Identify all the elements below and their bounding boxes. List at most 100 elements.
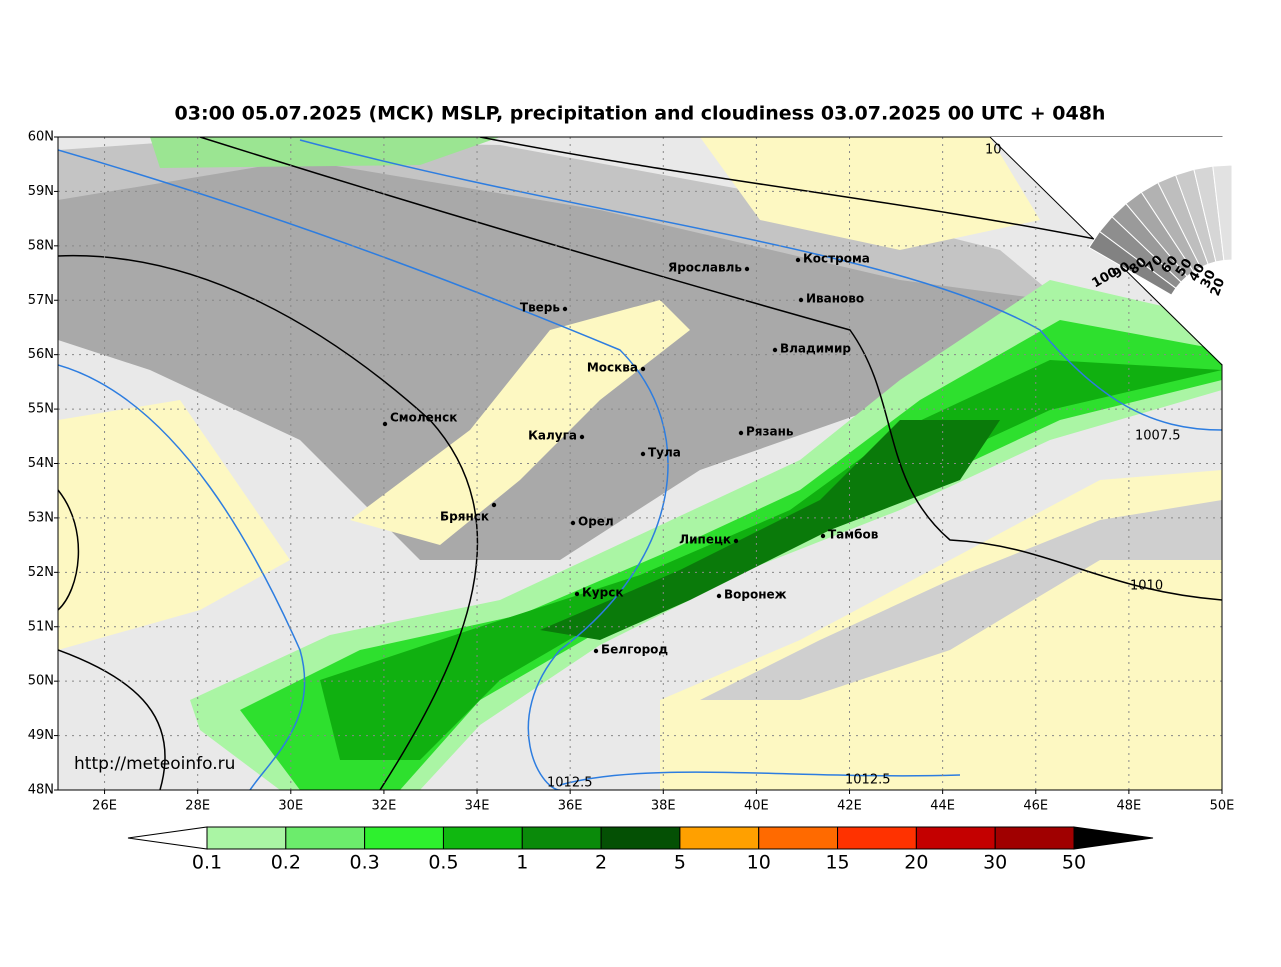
colorbar-label: 10 xyxy=(747,852,771,874)
city-label: Смоленск xyxy=(390,411,457,425)
colorbar-label: 0.1 xyxy=(192,852,222,874)
annotations: 60N 59N 58N 57N 56N 55N 54N 53N 52N 51N 50N 49N 48N 2… xyxy=(28,130,1235,874)
lon-label: 34E xyxy=(465,799,490,814)
cloud-label: 30 xyxy=(1198,268,1219,291)
city-label: Белгород xyxy=(601,643,668,657)
colorbar-label: 0.2 xyxy=(271,852,301,874)
colorbar-box xyxy=(758,826,839,850)
lat-label: 49N xyxy=(28,728,54,743)
colorbar-box xyxy=(679,826,760,850)
colorbar-label: 5 xyxy=(674,852,686,874)
city-dot xyxy=(716,593,722,599)
lat-label: 52N xyxy=(28,565,54,580)
city-label: Тамбов xyxy=(828,528,879,542)
lon-label: 32E xyxy=(372,799,397,814)
isobar-label: 1012.5 xyxy=(547,776,593,791)
city-dot xyxy=(795,257,801,263)
lat-label: 55N xyxy=(28,402,54,417)
city-label: Воронеж xyxy=(724,588,787,602)
colorbar-label: 1 xyxy=(516,852,528,874)
city-label: Москва xyxy=(587,361,638,375)
grid xyxy=(58,137,1222,790)
lat-label: 58N xyxy=(28,238,54,253)
isobar-label: 1010 xyxy=(1130,579,1163,594)
colorbar-box xyxy=(364,826,444,850)
title: 03:00 05.07.2025 (МСК) MSLP, precipitati… xyxy=(175,103,1106,125)
colorbar-high xyxy=(1073,826,1154,850)
colorbar-box xyxy=(915,826,996,850)
lon-label: 28E xyxy=(185,799,210,814)
colorbar-label: 0.3 xyxy=(350,852,380,874)
colorbar-box xyxy=(521,826,602,850)
city-dot xyxy=(579,434,585,440)
city-dot xyxy=(640,366,646,372)
city-dot xyxy=(820,533,826,539)
lon-label: 48E xyxy=(1116,799,1141,814)
lat-label: 53N xyxy=(28,510,54,525)
city-dot xyxy=(574,591,580,597)
colorbar-label: 15 xyxy=(825,852,849,874)
lat-label: 56N xyxy=(28,347,54,362)
city-label: Тула xyxy=(648,446,681,460)
isobar-label: 1007.5 xyxy=(1135,429,1181,444)
lat-label: 60N xyxy=(28,130,54,145)
city-label: Калуга xyxy=(528,429,577,443)
city-label: Рязань xyxy=(746,425,794,439)
colorbar-label: 30 xyxy=(983,852,1007,874)
lon-label: 38E xyxy=(651,799,676,814)
colorbar-label: 50 xyxy=(1062,852,1086,874)
lat-label: 50N xyxy=(28,674,54,689)
city-label: Курск xyxy=(582,586,623,600)
url: http://meteoinfo.ru xyxy=(74,754,235,774)
city-label: Кострома xyxy=(803,252,870,266)
city-dot xyxy=(491,502,497,508)
lat-label: 48N xyxy=(28,783,54,798)
lon-label: 40E xyxy=(744,799,769,814)
city-dot xyxy=(562,306,568,312)
city-dot xyxy=(738,430,744,436)
lon-label: 46E xyxy=(1023,799,1048,814)
lon-label: 26E xyxy=(92,799,117,814)
lat-label: 54N xyxy=(28,456,54,471)
lat-label: 51N xyxy=(28,619,54,634)
city-label: Владимир xyxy=(780,342,851,356)
city-dot xyxy=(382,421,388,427)
colorbar-box xyxy=(837,826,917,850)
city-label: Тверь xyxy=(520,301,561,315)
city-dot xyxy=(570,520,576,526)
colorbar-label: 0.5 xyxy=(428,852,458,874)
cloud-sector xyxy=(1212,164,1233,262)
city-label: Брянск xyxy=(440,510,489,524)
city-dot xyxy=(744,266,750,272)
lat-label: 59N xyxy=(28,184,54,199)
city-label: Ярославль xyxy=(668,261,742,275)
map-field xyxy=(58,137,1222,790)
city-dot xyxy=(593,648,599,654)
city-label: Иваново xyxy=(806,292,864,306)
colorbar-box xyxy=(285,826,366,850)
lon-label: 44E xyxy=(930,799,955,814)
colorbar-box xyxy=(206,826,287,850)
colorbar-box xyxy=(442,826,523,850)
colorbar-box xyxy=(600,826,681,850)
lat-label: 57N xyxy=(28,293,54,308)
city-dot xyxy=(798,297,804,303)
city-dot xyxy=(733,538,739,544)
city-dot xyxy=(640,451,646,457)
colorbar-label: 20 xyxy=(904,852,928,874)
colorbar-low xyxy=(127,826,208,850)
city-label: Липецк xyxy=(679,533,731,547)
city-label: Орел xyxy=(578,515,614,529)
lon-label: 42E xyxy=(837,799,862,814)
lon-label: 36E xyxy=(558,799,583,814)
isobar-label: 10 xyxy=(985,143,1002,158)
colorbar-box xyxy=(994,826,1075,850)
lon-label: 50E xyxy=(1210,799,1235,814)
colorbar-label: 2 xyxy=(595,852,607,874)
city-dot xyxy=(772,347,778,353)
lon-label: 30E xyxy=(278,799,303,814)
cloud-label: 20 xyxy=(1208,276,1228,298)
isobars xyxy=(58,137,1222,790)
isobar-label: 1012.5 xyxy=(845,773,891,788)
